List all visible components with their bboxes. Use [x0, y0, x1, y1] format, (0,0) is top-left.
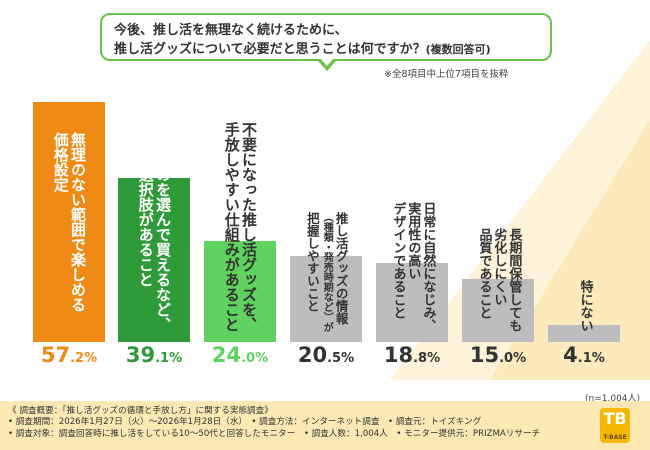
bar-label-line: 価格設定 — [51, 131, 70, 192]
value-decimal: .1% — [155, 351, 183, 366]
value-integer: 57 — [40, 343, 71, 367]
question-multiple-answer-note: (複数回答可) — [425, 43, 491, 56]
value-integer: 15 — [469, 343, 500, 367]
bar-label-7: 特にない — [577, 280, 592, 332]
bar-3 — [204, 241, 276, 342]
bar-label-line: 劣化しにくい — [491, 228, 507, 306]
bar-label-line: 欲しいものを選んで買えるなど、 — [154, 107, 172, 332]
sample-size: (n=1,004人) — [585, 394, 641, 404]
tbase-logo-text: T-BASE — [603, 434, 627, 441]
value-decimal: .0% — [241, 351, 269, 366]
value-label-3: 24.0% — [204, 343, 276, 367]
value-label-7: 4.1% — [548, 343, 620, 367]
value-decimal: .2% — [70, 351, 98, 366]
bar-label-line: 特にない — [577, 280, 593, 332]
bar-label-line: デザインであること — [390, 202, 406, 319]
bar-label-1: 無理のない範囲で楽しめる 価格設定 — [52, 132, 87, 312]
value-integer: 24 — [211, 343, 242, 367]
bar-label-5: 日常に自然になじみ、 実用性の高い デザインであること — [390, 202, 435, 332]
bar-label-line: 手放しやすい仕組みがあること — [222, 122, 241, 332]
bar-label-line: 長期間保管しても — [506, 228, 522, 332]
bar-5 — [376, 263, 448, 342]
bar-label-2: 欲しいものを選んで買えるなど、 買い方の選択肢があること — [137, 107, 172, 332]
bar-label-line: 品質であること — [476, 228, 492, 319]
value-integer: 18 — [383, 343, 414, 367]
bar-label-line: 日常に自然になじみ、 — [420, 202, 436, 332]
survey-details-line-2: • 調査対象：調査回答時に推し活をしている10～50代と回答したモニター • 調… — [8, 429, 541, 439]
excerpt-note: ※全8項目中上位7項目を抜粋 — [384, 69, 509, 80]
question-line-2: 推し活グッズについて必要だと思うことは何ですか？(複数回答可) — [114, 38, 491, 57]
tbase-logo — [600, 408, 630, 443]
bar-label-line: 無理のない範囲で楽しめる — [69, 131, 87, 312]
value-integer: 39 — [125, 343, 156, 367]
value-decimal: .5% — [327, 351, 355, 366]
question-box-tail-inner — [320, 58, 334, 66]
bar-label-line: 把握しやすいこと — [304, 212, 320, 312]
value-label-4: 20.5% — [290, 343, 362, 367]
value-decimal: .1% — [577, 351, 605, 366]
bar-label-line: 推し活グッズの情報 — [333, 212, 349, 325]
bar-6 — [462, 279, 534, 342]
value-label-5: 18.8% — [376, 343, 448, 367]
value-label-2: 39.1% — [118, 343, 190, 367]
bar-1 — [33, 101, 105, 342]
survey-details-line-1: • 調査期間：2026年1月27日（火）～2026年1月28日（水） • 調査方… — [8, 417, 482, 427]
question-box-tail — [318, 61, 336, 71]
bar-7 — [548, 324, 620, 342]
value-integer: 20 — [297, 343, 328, 367]
bar-2 — [118, 177, 190, 342]
bar-label-line: 実用性の高い — [405, 202, 421, 280]
value-integer: 4 — [563, 343, 578, 367]
footer-panel — [0, 401, 650, 450]
bar-4 — [290, 255, 362, 342]
bar-label-6: 長期間保管しても 劣化しにくい 品質であること — [476, 228, 521, 332]
question-main-text: 推し活グッズについて必要だと思うことは何ですか？ — [114, 42, 426, 57]
bar-label-line: 不要になった推し活グッズを、 — [240, 122, 258, 332]
question-line-1: 今後、推し活を無理なく続けるために、 — [114, 23, 348, 38]
value-label-6: 15.0% — [462, 343, 534, 367]
bar-label-4: 推し活グッズの情報 （種類・発売時期など）が 把握しやすいこと — [304, 212, 349, 332]
bar-label-line: （種類・発売時期など）が — [321, 212, 333, 332]
value-decimal: .8% — [413, 351, 441, 366]
bar-label-3: 不要になった推し活グッズを、 手放しやすい仕組みがあること — [223, 122, 258, 332]
tbase-logo-mark: TB — [603, 409, 627, 428]
value-decimal: .0% — [499, 351, 527, 366]
bar-label-line: 買い方の選択肢があること — [136, 107, 155, 287]
value-label-1: 57.2% — [33, 343, 105, 367]
survey-overview-title: 《 調査概要：「推し活グッズの循環と手放し方」に関する実態調査》 — [8, 406, 273, 416]
